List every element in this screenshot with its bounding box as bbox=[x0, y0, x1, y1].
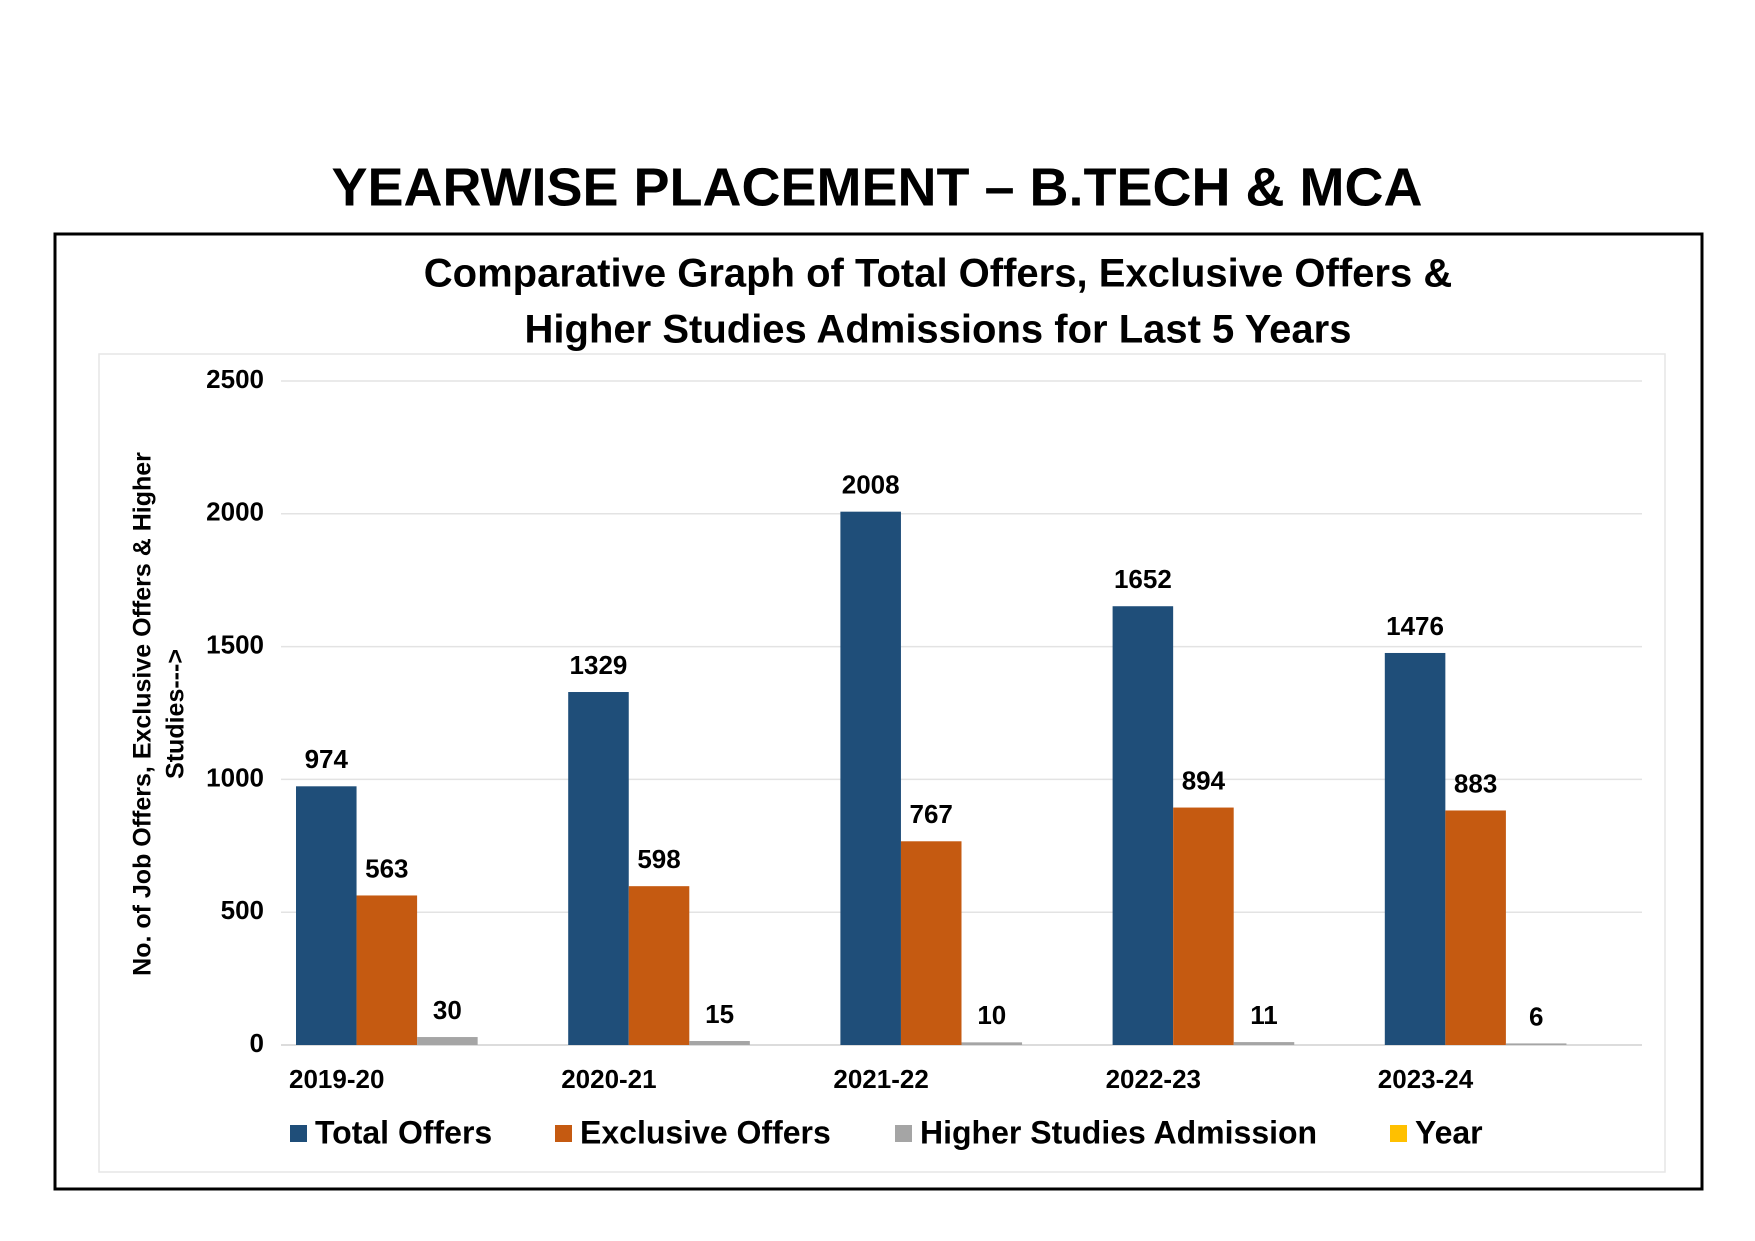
x-tick-label: 2019-20 bbox=[289, 1064, 384, 1094]
bar bbox=[356, 895, 418, 1045]
data-label: 11 bbox=[1250, 1000, 1278, 1030]
y-tick-label: 1500 bbox=[206, 629, 264, 659]
y-axis-label: No. of Job Offers, Exclusive Offers & Hi… bbox=[129, 452, 157, 976]
x-tick-label: 2022-23 bbox=[1106, 1064, 1201, 1094]
data-label: 883 bbox=[1454, 768, 1497, 798]
data-label: 563 bbox=[365, 853, 408, 883]
data-label: 894 bbox=[1182, 765, 1226, 795]
data-label: 6 bbox=[1529, 1001, 1543, 1031]
y-tick-label: 2000 bbox=[206, 497, 264, 527]
data-label: 10 bbox=[977, 1000, 1006, 1030]
legend-label: Year bbox=[1415, 1114, 1483, 1150]
data-label: 1652 bbox=[1114, 564, 1172, 594]
data-label: 15 bbox=[705, 999, 734, 1029]
data-label: 767 bbox=[910, 799, 953, 829]
bar bbox=[689, 1041, 750, 1045]
bar bbox=[1505, 1043, 1567, 1045]
legend-label: Higher Studies Admission bbox=[920, 1114, 1317, 1150]
bar bbox=[1112, 606, 1174, 1045]
legend-swatch bbox=[290, 1125, 307, 1142]
data-label: 1329 bbox=[570, 650, 628, 680]
legend-swatch bbox=[555, 1125, 572, 1142]
y-tick-label: 1000 bbox=[206, 762, 264, 792]
y-tick-label: 2500 bbox=[206, 364, 264, 394]
bar bbox=[840, 511, 901, 1046]
y-tick-label: 0 bbox=[250, 1028, 264, 1058]
bar bbox=[1445, 810, 1506, 1045]
bar bbox=[568, 692, 629, 1045]
data-label: 974 bbox=[305, 744, 349, 774]
legend-label: Exclusive Offers bbox=[580, 1114, 831, 1150]
x-tick-label: 2020-21 bbox=[561, 1064, 656, 1094]
page-title: YEARWISE PLACEMENT – B.TECH & MCA bbox=[331, 157, 1422, 217]
bar bbox=[1384, 652, 1446, 1045]
legend-swatch bbox=[1390, 1125, 1407, 1142]
chart-title: Comparative Graph of Total Offers, Exclu… bbox=[424, 252, 1452, 296]
chart-border bbox=[53, 232, 1704, 1191]
bar bbox=[417, 1037, 478, 1045]
data-label: 2008 bbox=[842, 470, 900, 500]
bar bbox=[296, 786, 357, 1045]
plot-frame bbox=[98, 353, 1666, 1173]
bar bbox=[1233, 1042, 1295, 1045]
data-label: 1476 bbox=[1386, 611, 1444, 641]
y-axis-label: Studies---> bbox=[162, 649, 190, 779]
legend-label: Total Offers bbox=[315, 1114, 492, 1150]
x-tick-label: 2021-22 bbox=[833, 1064, 928, 1094]
bar bbox=[900, 841, 962, 1045]
x-tick-label: 2023-24 bbox=[1378, 1064, 1474, 1094]
legend-swatch bbox=[895, 1125, 912, 1142]
y-tick-label: 500 bbox=[221, 895, 264, 925]
bar bbox=[961, 1042, 1023, 1045]
bar bbox=[1173, 807, 1234, 1045]
chart-title: Higher Studies Admissions for Last 5 Yea… bbox=[525, 308, 1352, 352]
data-label: 598 bbox=[637, 844, 680, 874]
data-label: 30 bbox=[433, 995, 462, 1025]
bar bbox=[628, 886, 690, 1045]
